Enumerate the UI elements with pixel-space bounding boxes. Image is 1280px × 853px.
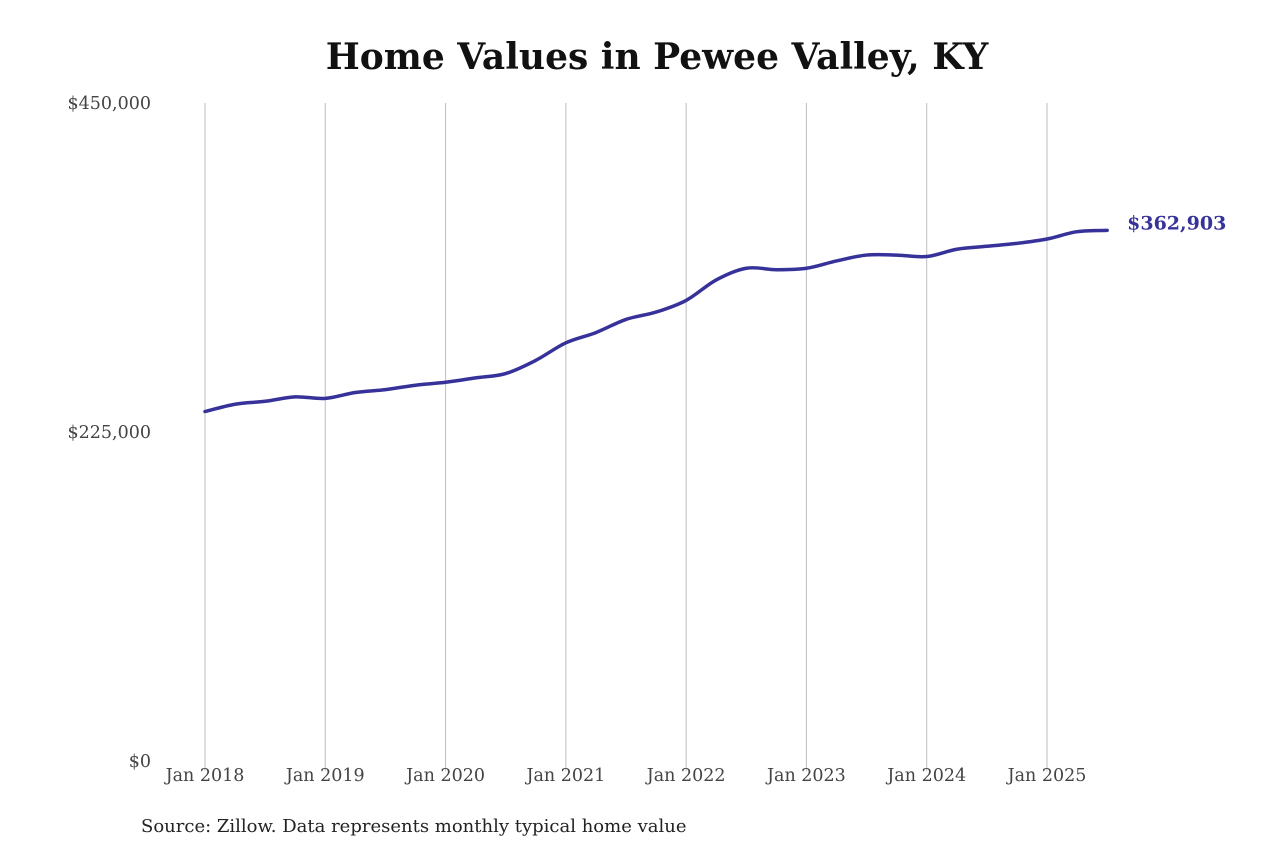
x-tick-label: Jan 2019	[284, 766, 365, 786]
x-tick-labels: Jan 2018 Jan 2019 Jan 2020 Jan 2021 Jan 2022…	[164, 766, 1087, 786]
series-line	[203, 228, 1109, 414]
x-tick-label: Jan 2020	[404, 766, 485, 786]
series-layer	[203, 228, 1109, 414]
grid-layer	[204, 103, 1048, 771]
y-tick-label: $0	[129, 752, 151, 772]
x-tick-label: Jan 2022	[645, 766, 726, 786]
end-value-label: $362,903	[1127, 212, 1226, 234]
chart-title: Home Values in Pewee Valley, KY	[325, 36, 989, 78]
x-tick-label: Jan 2024	[885, 766, 966, 786]
y-tick-label: $225,000	[67, 423, 151, 443]
x-tick-label: Jan 2025	[1006, 766, 1087, 786]
x-tick-label: Jan 2021	[524, 766, 605, 786]
x-tick-label: Jan 2023	[765, 766, 846, 786]
y-tick-labels: $0 $225,000 $450,000	[67, 94, 151, 772]
source-note: Source: Zillow. Data represents monthly …	[141, 816, 687, 837]
x-tick-label: Jan 2018	[164, 766, 245, 786]
y-tick-label: $450,000	[67, 94, 151, 114]
annotation-layer: $362,903	[1127, 212, 1226, 234]
